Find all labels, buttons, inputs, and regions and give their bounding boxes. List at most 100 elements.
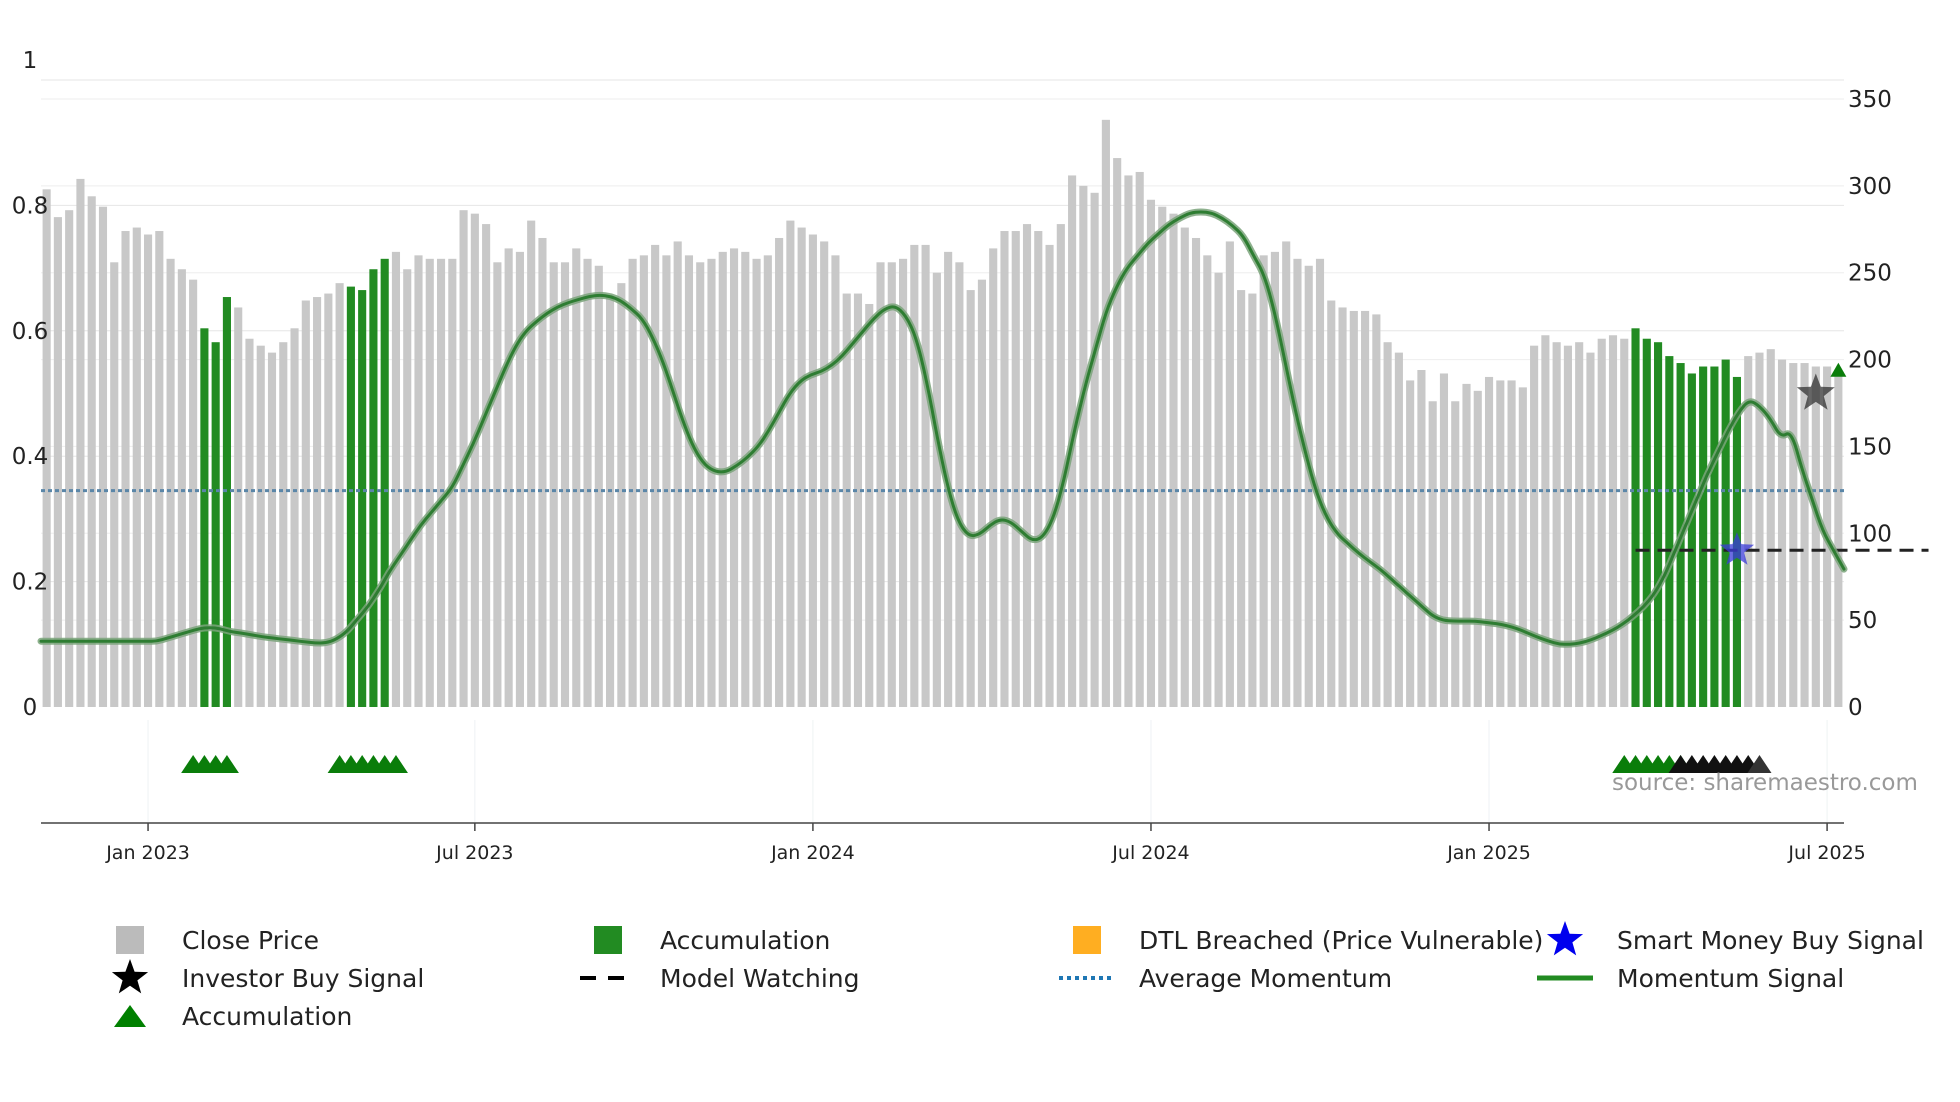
- momentum-line: [39, 210, 1846, 646]
- x-tick-label: Jan 2024: [770, 842, 855, 864]
- price-bar: [1608, 335, 1618, 707]
- price-bar: [1191, 237, 1201, 707]
- price-bar: [1484, 376, 1494, 707]
- accumulation-bar: [358, 290, 367, 707]
- price-bar: [1834, 371, 1843, 707]
- source-text: source: sharemaestro.com: [1612, 770, 1918, 796]
- y-right-tick-label: 250: [1848, 261, 1892, 287]
- price-bar: [132, 227, 141, 707]
- price-bar: [707, 258, 716, 707]
- price-bar: [775, 237, 784, 707]
- price-bar: [1315, 258, 1325, 707]
- price-bar: [98, 206, 108, 707]
- y-right-tick-label: 50: [1848, 608, 1877, 634]
- price-bar: [1766, 349, 1775, 707]
- price-bar: [966, 290, 975, 707]
- price-bar: [583, 258, 592, 707]
- price-bar: [718, 251, 727, 707]
- price-bar: [391, 251, 401, 707]
- price-bar: [1282, 241, 1291, 707]
- price-bar: [324, 293, 333, 707]
- price-bar: [76, 178, 85, 707]
- price-bar: [989, 248, 998, 707]
- price-bar: [1270, 251, 1279, 707]
- price-bar: [42, 189, 51, 707]
- price-bar: [414, 255, 423, 708]
- accumulation-bar: [1654, 342, 1663, 707]
- price-bar: [651, 244, 660, 708]
- x-tick-label: Jan 2023: [105, 842, 190, 864]
- smart-money-star: [1719, 532, 1755, 565]
- price-bar: [741, 251, 750, 707]
- price-bar: [1744, 356, 1753, 707]
- price-bar: [1394, 352, 1403, 707]
- price-bar: [143, 234, 153, 708]
- price-bar: [1597, 338, 1606, 707]
- price-bar: [1383, 342, 1392, 707]
- x-tick-label: Jul 2024: [1111, 842, 1189, 864]
- y-right-tick-label: 200: [1848, 348, 1892, 374]
- price-bar: [1079, 185, 1088, 707]
- price-bar: [797, 227, 806, 707]
- price-bar: [1022, 224, 1032, 707]
- price-bar: [932, 272, 941, 707]
- x-tick-label: Jan 2025: [1446, 842, 1531, 864]
- price-bar: [1259, 255, 1268, 708]
- accumulation-bar: [211, 342, 220, 707]
- price-bar: [1146, 199, 1156, 708]
- y-right-tick-label: 350: [1848, 87, 1892, 113]
- price-bar: [639, 255, 648, 708]
- price-bar: [189, 279, 198, 707]
- price-bar: [177, 269, 186, 707]
- price-bar: [1090, 192, 1099, 707]
- price-bar: [560, 262, 570, 707]
- price-bar: [110, 262, 119, 707]
- price-bar: [673, 241, 682, 707]
- price-bar: [65, 210, 74, 708]
- price-bar: [1372, 314, 1381, 707]
- price-bar: [1473, 390, 1482, 707]
- price-bar: [234, 307, 243, 707]
- y-left-tick-label: 0.2: [12, 570, 49, 596]
- price-bar: [977, 279, 986, 707]
- price-bar: [1417, 369, 1426, 707]
- accumulation-bar: [1699, 366, 1708, 707]
- price-bar: [493, 262, 502, 707]
- price-bar: [1789, 363, 1798, 707]
- y-right-tick-label: 0: [1848, 695, 1863, 721]
- price-bar: [470, 213, 479, 707]
- price-bar: [1203, 255, 1212, 708]
- price-bar: [1237, 290, 1246, 707]
- price-bar: [662, 255, 671, 708]
- price-bar: [1507, 380, 1516, 707]
- price-bar: [1124, 175, 1133, 708]
- price-bar: [53, 217, 62, 707]
- price-bar: [515, 251, 524, 707]
- price-bar: [572, 248, 581, 707]
- price-bar: [865, 303, 874, 707]
- accumulation-bar: [200, 328, 209, 707]
- x-tick-label: Jul 2025: [1787, 842, 1865, 864]
- price-bar: [1349, 310, 1358, 707]
- price-bar: [504, 248, 513, 707]
- price-bar: [606, 297, 615, 707]
- price-bars: [42, 119, 1843, 708]
- price-bar: [256, 345, 265, 707]
- price-bar: [436, 258, 446, 707]
- price-bar: [1338, 307, 1347, 707]
- price-bar: [245, 338, 254, 707]
- price-bar: [121, 231, 130, 707]
- y-right-tick-label: 300: [1848, 174, 1892, 200]
- accumulation-bar: [1642, 338, 1651, 707]
- y-left-tick-label: 1: [23, 48, 38, 74]
- price-bar: [820, 241, 829, 707]
- price-bar: [425, 258, 434, 707]
- price-bar: [1406, 380, 1415, 707]
- price-bar: [696, 262, 705, 707]
- price-bar: [1000, 231, 1009, 707]
- price-bar: [1563, 345, 1572, 707]
- price-bar: [1293, 258, 1302, 707]
- price-bar: [1135, 171, 1144, 707]
- price-bar: [955, 262, 964, 707]
- accumulation-bar: [346, 286, 355, 707]
